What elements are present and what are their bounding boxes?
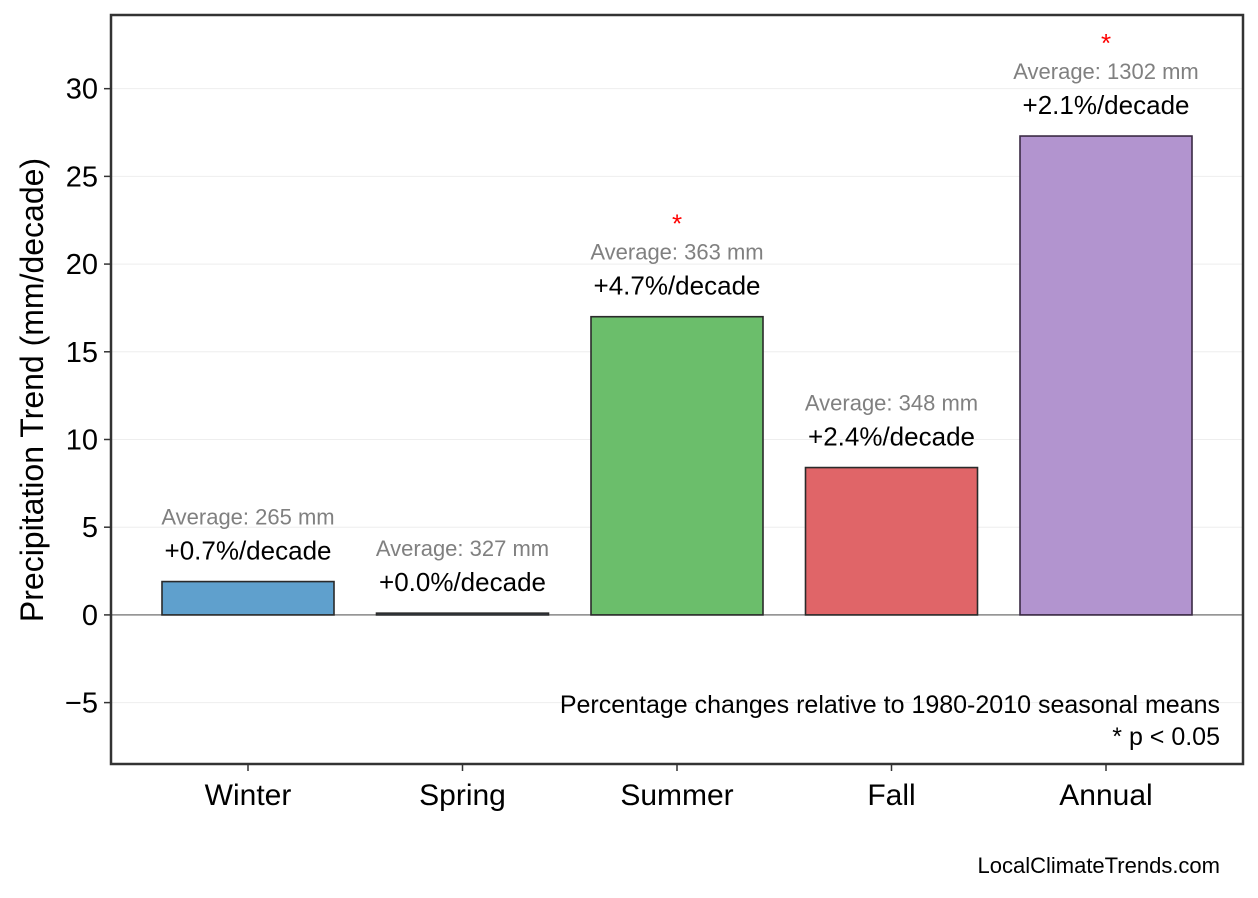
significance-note: * p < 0.05 <box>1112 723 1220 751</box>
bar-spring <box>375 612 550 616</box>
x-tick-label: Winter <box>205 779 292 812</box>
average-label: Average: 348 mm <box>805 391 978 416</box>
x-tick-label: Annual <box>1059 779 1152 812</box>
y-tick-label: −5 <box>65 688 98 720</box>
y-tick-label: 25 <box>66 161 98 193</box>
bars <box>161 135 1193 616</box>
bar-summer <box>590 315 764 616</box>
y-tick-label: 5 <box>82 512 98 544</box>
pct-label: +0.0%/decade <box>379 567 546 597</box>
x-tick-label: Spring <box>419 779 506 812</box>
pct-label: +2.4%/decade <box>808 422 975 452</box>
x-axis-ticks: Winter Spring Summer Fall Annual <box>205 764 1153 812</box>
y-tick-label: 0 <box>82 600 98 632</box>
y-tick-label: 20 <box>66 249 98 281</box>
source-credit: LocalClimateTrends.com <box>978 853 1221 878</box>
pct-label: +2.1%/decade <box>1023 90 1190 120</box>
pct-label: +0.7%/decade <box>165 536 332 566</box>
significance-marker: * <box>672 209 682 239</box>
y-tick-label: 30 <box>66 74 98 106</box>
significance-marker: * <box>1101 28 1111 58</box>
y-tick-label: 15 <box>66 337 98 369</box>
average-label: Average: 1302 mm <box>1013 59 1198 84</box>
pct-label: +4.7%/decade <box>594 271 761 301</box>
bar-winter <box>161 580 335 616</box>
percentage-note: Percentage changes relative to 1980-2010… <box>560 691 1220 719</box>
bar-annual <box>1019 135 1193 616</box>
average-label: Average: 363 mm <box>590 240 763 265</box>
bar-annotations: +0.7%/decade Average: 265 mm +0.0%/decade A… <box>161 28 1198 597</box>
x-tick-label: Fall <box>867 779 915 812</box>
y-tick-label: 10 <box>66 424 98 456</box>
y-axis-label: Precipitation Trend (mm/decade) <box>14 158 50 622</box>
x-tick-label: Summer <box>620 779 733 812</box>
y-axis-ticks: −5 0 5 10 15 20 25 30 <box>65 74 111 720</box>
average-label: Average: 265 mm <box>161 505 334 530</box>
average-label: Average: 327 mm <box>376 536 549 561</box>
bar-fall <box>804 466 979 616</box>
